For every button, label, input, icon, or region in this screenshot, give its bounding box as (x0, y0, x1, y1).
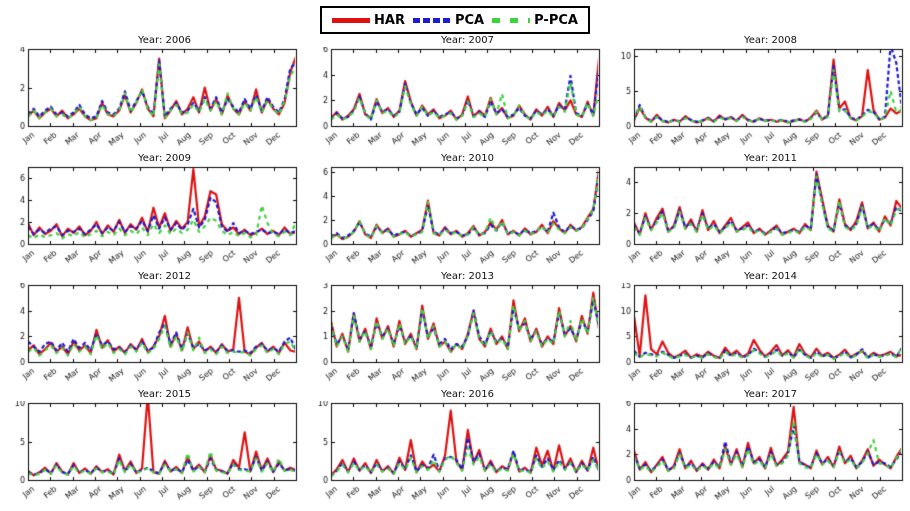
subplot-2012: Year: 2012 (0, 270, 303, 388)
subplot-2014: Year: 2014 (606, 270, 909, 388)
chart-title-2017: Year: 2017 (744, 389, 797, 400)
chart-title-2015: Year: 2015 (138, 389, 191, 400)
legend-row: HAR PCA P-PCA (0, 0, 910, 34)
subplot-2015: Year: 2015 (0, 388, 303, 506)
legend-label-pca: PCA (454, 12, 485, 28)
subplot-2016: Year: 2016 (303, 388, 606, 506)
legend-item-ppca: P-PCA (492, 13, 578, 28)
legend: HAR PCA P-PCA (320, 6, 590, 34)
chart-title-2011: Year: 2011 (744, 153, 797, 164)
chart-canvas-2014 (608, 283, 906, 387)
legend-label-har: HAR (374, 12, 405, 28)
chart-canvas-2016 (305, 401, 603, 505)
chart-title-2014: Year: 2014 (744, 271, 797, 282)
chart-canvas-2015 (2, 401, 300, 505)
chart-title-2006: Year: 2006 (138, 35, 191, 46)
chart-canvas-2011 (608, 165, 906, 269)
pca-dashed-line-icon (412, 17, 451, 23)
chart-title-2012: Year: 2012 (138, 271, 191, 282)
chart-canvas-2017 (608, 401, 906, 505)
subplot-2009: Year: 2009 (0, 152, 303, 270)
subplot-2011: Year: 2011 (606, 152, 909, 270)
chart-title-2008: Year: 2008 (744, 35, 797, 46)
legend-item-pca: PCA (412, 12, 485, 28)
chart-canvas-2008 (608, 47, 906, 151)
chart-title-2016: Year: 2016 (441, 389, 494, 400)
chart-canvas-2007 (305, 47, 603, 151)
chart-canvas-2013 (305, 283, 603, 387)
subplot-2013: Year: 2013 (303, 270, 606, 388)
ppca-dashed-line-icon (492, 17, 531, 23)
chart-canvas-2012 (2, 283, 300, 387)
chart-canvas-2010 (305, 165, 603, 269)
legend-item-har: HAR (332, 13, 405, 28)
subplot-2010: Year: 2010 (303, 152, 606, 270)
chart-canvas-2006 (2, 47, 300, 151)
legend-label-ppca: P-PCA (534, 12, 578, 28)
chart-title-2013: Year: 2013 (441, 271, 494, 282)
har-solid-line-icon (332, 17, 371, 23)
subplot-2006: Year: 2006 (0, 34, 303, 152)
chart-title-2009: Year: 2009 (138, 153, 191, 164)
chart-title-2010: Year: 2010 (441, 153, 494, 164)
chart-title-2007: Year: 2007 (441, 35, 494, 46)
subplot-2017: Year: 2017 (606, 388, 909, 506)
subplot-2008: Year: 2008 (606, 34, 909, 152)
chart-canvas-2009 (2, 165, 300, 269)
subplot-grid: Year: 2006 Year: 2007 Year: 2008 Year: 2… (0, 34, 910, 506)
subplot-2007: Year: 2007 (303, 34, 606, 152)
